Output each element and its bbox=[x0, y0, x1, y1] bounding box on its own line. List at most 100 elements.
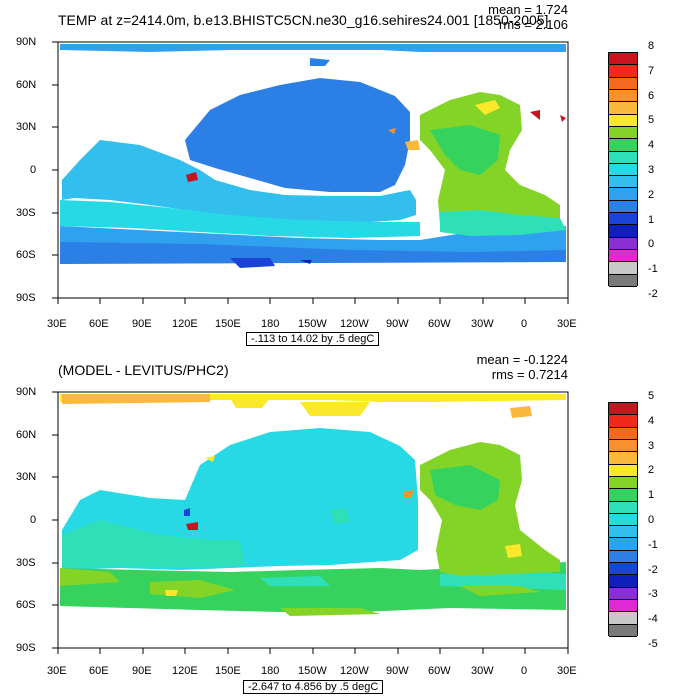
colorbar-tick-label: -1 bbox=[648, 263, 658, 276]
panel2-lon-label: 60W bbox=[428, 665, 451, 677]
panel2-rms: rms = 0.7214 bbox=[491, 367, 568, 382]
colorbar-swatch bbox=[609, 563, 637, 576]
panel1-colorbar-labels: 8 7 6 5 4 3 2 1 0 -1 -2 bbox=[648, 40, 678, 300]
panel1-lon-label: 60W bbox=[428, 318, 451, 330]
panel2-lon-label: 120E bbox=[172, 665, 198, 677]
colorbar-tick-label: 3 bbox=[648, 439, 655, 452]
panel1-lon-label: 30E bbox=[557, 318, 577, 330]
panel2-ocean-field bbox=[60, 394, 566, 616]
colorbar-swatch bbox=[609, 439, 637, 453]
panel1-ticks bbox=[52, 41, 569, 304]
panel2-lat-label: 30S bbox=[16, 557, 36, 569]
colorbar-swatch bbox=[609, 139, 637, 152]
panel1-ocean-field bbox=[60, 44, 566, 268]
panel2-map bbox=[52, 391, 569, 654]
panel2-lat-label: 90N bbox=[16, 386, 37, 398]
panel2-lon-label: 150W bbox=[298, 665, 327, 677]
panel1-lon-label: 120E bbox=[172, 318, 198, 330]
colorbar-tick-label: 3 bbox=[648, 164, 655, 176]
colorbar-swatch bbox=[609, 225, 637, 238]
colorbar-tick-label: 0 bbox=[648, 514, 655, 526]
colorbar-swatch bbox=[609, 250, 637, 263]
panel2-lon-label: 60E bbox=[89, 665, 109, 677]
colorbar-tick-label: 5 bbox=[648, 114, 655, 127]
panel2-lon-label: 30E bbox=[47, 665, 67, 677]
panel1-lon-label: 120W bbox=[340, 318, 369, 330]
panel1-lon-label: 0 bbox=[521, 318, 528, 330]
panel1-lon-label: 60E bbox=[89, 318, 109, 330]
colorbar-tick-label: -2 bbox=[648, 563, 658, 576]
panel1-lon-label: 180 bbox=[261, 318, 280, 330]
colorbar-tick-label: -3 bbox=[648, 588, 658, 601]
panel1-lon-label: 30E bbox=[47, 318, 67, 330]
colorbar-swatch bbox=[609, 612, 637, 625]
colorbar-tick-label: 2 bbox=[648, 188, 655, 201]
panel2-lon-label: 150E bbox=[215, 665, 241, 677]
panel2-lon-label: 90E bbox=[132, 665, 152, 677]
panel1-lat-label: 90S bbox=[16, 292, 36, 304]
panel1-lon-label: 150W bbox=[298, 318, 327, 330]
colorbar-tick-label: -2 bbox=[648, 288, 658, 300]
colorbar-tick-label: 6 bbox=[648, 89, 655, 102]
colorbar-tick-label: 5 bbox=[648, 390, 655, 402]
colorbar-swatch bbox=[609, 89, 637, 103]
colorbar-tick-label: 7 bbox=[648, 64, 655, 77]
colorbar-swatch bbox=[609, 452, 637, 465]
panel2-title: (MODEL - LEVITUS/PHC2) bbox=[58, 362, 229, 378]
colorbar-swatch bbox=[609, 77, 637, 90]
colorbar-swatch bbox=[609, 200, 637, 214]
colorbar-tick-label: 4 bbox=[648, 139, 655, 152]
panel1-lat-label: 30S bbox=[16, 207, 36, 219]
panel1-map bbox=[52, 41, 569, 304]
colorbar-swatch bbox=[609, 600, 637, 613]
colorbar-swatch bbox=[609, 501, 637, 514]
colorbar-tick-label: 8 bbox=[648, 40, 655, 52]
panel1-mean: mean = 1.724 bbox=[488, 2, 568, 17]
colorbar-swatch bbox=[609, 126, 637, 140]
panel1-colorbar bbox=[608, 52, 638, 287]
colorbar-swatch bbox=[609, 513, 637, 527]
panel2-lat-label: 90S bbox=[16, 642, 36, 654]
panel2-mean: mean = -0.1224 bbox=[476, 352, 568, 367]
colorbar-swatch bbox=[609, 587, 637, 601]
colorbar-swatch bbox=[609, 65, 637, 78]
colorbar-swatch bbox=[609, 550, 637, 564]
colorbar-swatch bbox=[609, 151, 637, 164]
colorbar-tick-label: 1 bbox=[648, 213, 655, 226]
colorbar-tick-label: -1 bbox=[648, 538, 658, 551]
panel1-lon-label: 150E bbox=[215, 318, 241, 330]
panel2-lon-label: 30W bbox=[471, 665, 494, 677]
colorbar-tick-label: -5 bbox=[648, 638, 658, 650]
colorbar-tick-label: 0 bbox=[648, 238, 655, 251]
colorbar-tick-label: 2 bbox=[648, 464, 655, 477]
colorbar-swatch bbox=[609, 262, 637, 275]
panel2-lat-label: 60N bbox=[16, 429, 37, 441]
panel1-rms: rms = 2.106 bbox=[498, 17, 568, 32]
panel2-lat-label: 30N bbox=[16, 471, 37, 483]
panel1-lon-label: 90W bbox=[386, 318, 409, 330]
panel1-range-label: -.113 to 14.02 by .5 degC bbox=[246, 332, 380, 346]
panel2-lon-label: 90W bbox=[386, 665, 409, 677]
colorbar-swatch bbox=[609, 188, 637, 201]
panel2-lon-label: 120W bbox=[340, 665, 369, 677]
panel2-range-label: -2.647 to 4.856 by .5 degC bbox=[243, 680, 384, 694]
colorbar-swatch bbox=[609, 575, 637, 588]
colorbar-swatch bbox=[609, 237, 637, 251]
panel2-colorbar bbox=[608, 402, 638, 637]
panel2-ticks bbox=[52, 391, 569, 654]
colorbar-swatch bbox=[609, 415, 637, 428]
colorbar-swatch bbox=[609, 176, 637, 189]
colorbar-swatch bbox=[609, 102, 637, 115]
colorbar-swatch bbox=[609, 163, 637, 177]
colorbar-swatch bbox=[609, 274, 637, 287]
panel2-lon-label: 30E bbox=[557, 665, 577, 677]
colorbar-swatch bbox=[609, 114, 637, 127]
panel1-lat-label: 30N bbox=[16, 121, 37, 133]
colorbar-swatch bbox=[609, 526, 637, 539]
colorbar-swatch bbox=[609, 427, 637, 440]
panel1-lat-label: 60N bbox=[16, 79, 37, 91]
colorbar-tick-label: 4 bbox=[648, 414, 655, 427]
panel1-lat-label: 60S bbox=[16, 249, 36, 261]
panel1-lon-label: 90E bbox=[132, 318, 152, 330]
colorbar-swatch bbox=[609, 213, 637, 226]
